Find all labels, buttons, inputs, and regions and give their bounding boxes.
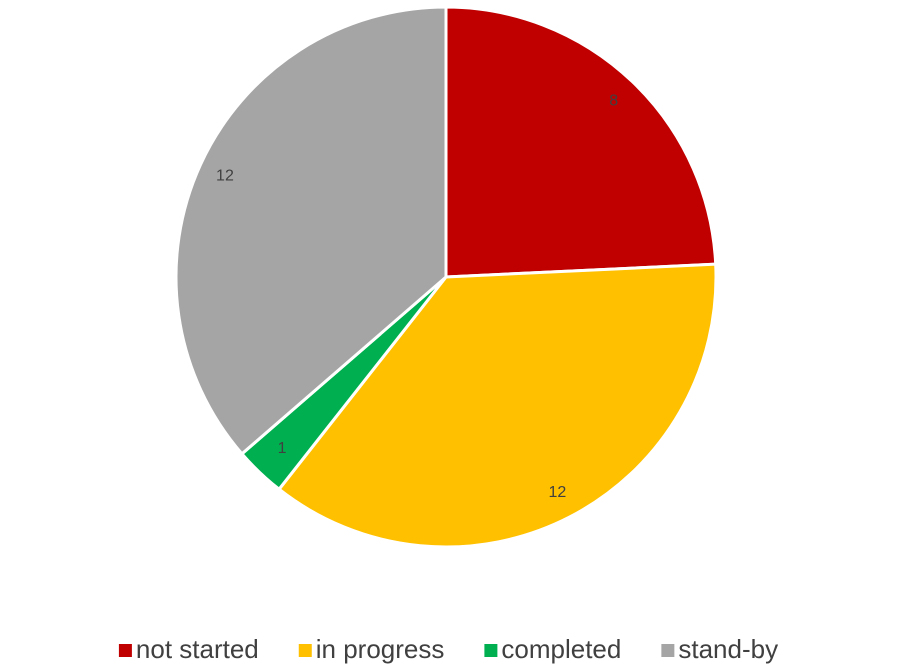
legend-label: not started [136,634,259,664]
data-label: 8 [609,92,618,109]
pie-slice [444,5,718,279]
data-label: 12 [548,484,566,501]
legend-swatch [484,644,498,657]
legend-swatch [118,644,132,657]
legend-swatch [661,644,675,657]
legend-label: stand-by [678,634,778,664]
pie-slice [276,262,718,549]
data-label: 12 [216,167,234,184]
legend-label: in progress [316,634,445,664]
pie-slice [174,5,448,456]
data-label: 1 [278,440,287,457]
legend-label: completed [501,634,621,664]
legend-swatch [298,644,312,657]
